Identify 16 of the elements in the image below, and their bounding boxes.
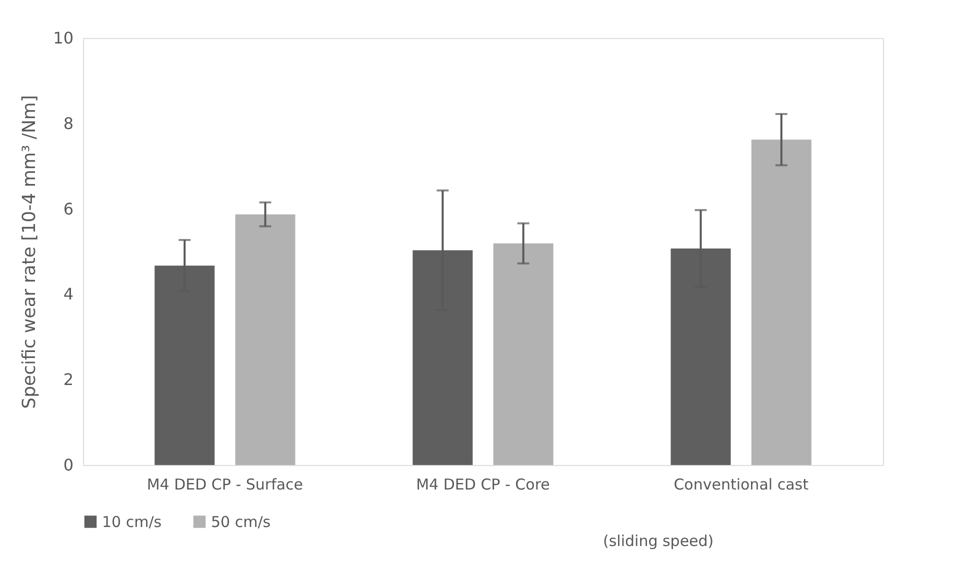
y-tick-label: 0 xyxy=(63,456,74,474)
x-tick-label: M4 DED CP - Surface xyxy=(146,476,304,494)
x-tick-label: M4 DED CP - Core xyxy=(416,476,550,494)
legend-label: 10 cm/s xyxy=(102,512,162,531)
legend-label: 50 cm/s xyxy=(211,512,271,531)
bar xyxy=(751,140,812,465)
y-tick-label: 6 xyxy=(63,199,74,218)
y-tick-label: 2 xyxy=(63,370,74,390)
y-tick-label: 4 xyxy=(63,284,74,304)
y-axis-title: Specific wear rate [10-4 mm³ /Nm] xyxy=(19,95,40,409)
x-tick-label: Conventional cast xyxy=(674,476,809,494)
bar xyxy=(235,214,296,465)
bar xyxy=(493,243,554,465)
text: (sliding speed) xyxy=(603,532,714,550)
y-tick-label: 10 xyxy=(53,28,74,48)
y-tick-label: 8 xyxy=(63,114,74,133)
